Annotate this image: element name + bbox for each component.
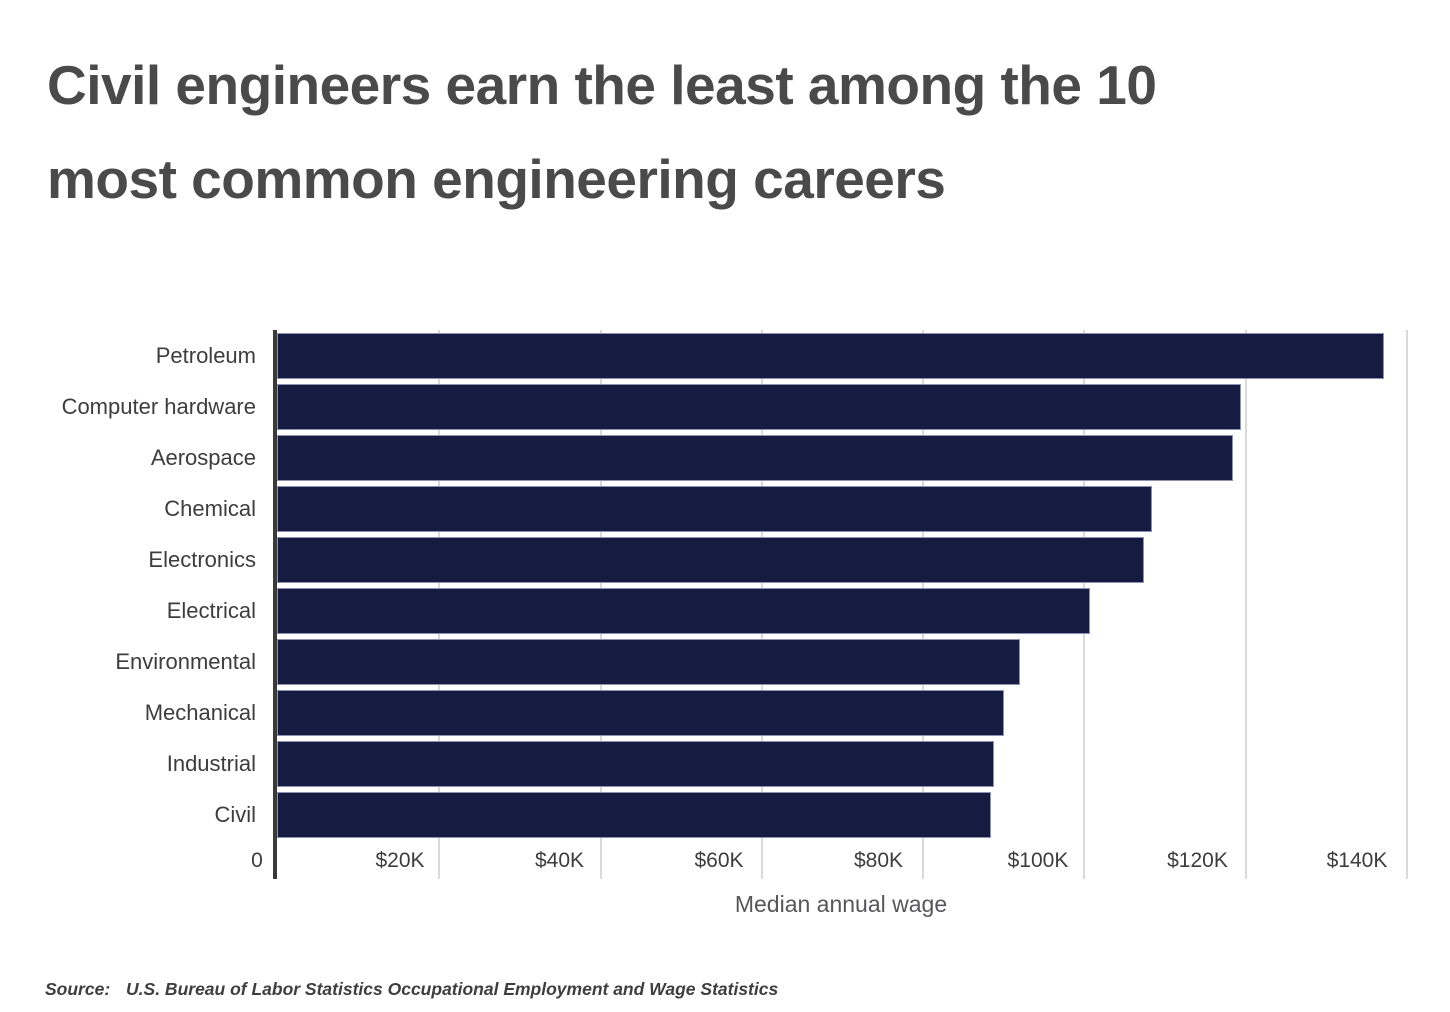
gridline-120000: [1244, 330, 1247, 879]
source-prefix: Source:: [45, 979, 111, 999]
x-tick-label-0: 0: [251, 849, 263, 872]
x-tick-label-80000: $80K: [853, 849, 904, 872]
x-axis-title: Median annual wage: [734, 891, 948, 917]
bar-electronics: [277, 537, 1145, 583]
source-text: U.S. Bureau of Labor Statistics Occupati…: [126, 979, 779, 999]
bar-electrical: [277, 588, 1091, 634]
bar-civil: [277, 792, 992, 838]
chart-title-line2: most common engineering careers: [47, 148, 946, 210]
y-axis-line: [273, 330, 277, 879]
source-note: Source: U.S. Bureau of Labor Statistics …: [45, 979, 778, 1000]
bar-aerospace: [277, 435, 1234, 481]
category-label-environmental: Environmental: [115, 649, 256, 674]
category-label-petroleum: Petroleum: [155, 343, 256, 368]
chart-title-line1: Civil engineers earn the least among the…: [47, 54, 1157, 116]
category-label-electronics: Electronics: [148, 547, 256, 572]
category-label-electrical: Electrical: [166, 598, 256, 623]
x-tick-label-140000: $140K: [1326, 849, 1388, 872]
x-tick-label-60000: $60K: [694, 849, 744, 872]
x-tick-label-20000: $20K: [375, 849, 425, 872]
bar-industrial: [277, 741, 995, 787]
chart-title: Civil engineers earn the least among the…: [47, 38, 1407, 226]
gridline-140000: [1405, 330, 1408, 879]
bar-environmental: [277, 639, 1020, 685]
bar-chemical: [277, 486, 1153, 532]
category-label-chemical: Chemical: [164, 496, 256, 521]
x-tick-label-40000: $40K: [534, 849, 585, 872]
x-tick-label-120000: $120K: [1167, 849, 1228, 872]
bar-computer-hardware: [277, 384, 1242, 430]
category-label-mechanical: Mechanical: [144, 700, 256, 725]
x-tick-label-100000: $100K: [1007, 849, 1069, 872]
bar-petroleum: [277, 333, 1385, 379]
category-label-civil: Civil: [214, 802, 256, 827]
bar-mechanical: [277, 690, 1005, 736]
category-label-aerospace: Aerospace: [150, 445, 256, 470]
category-label-industrial: Industrial: [166, 751, 256, 776]
category-label-computer-hardware: Computer hardware: [61, 394, 256, 419]
